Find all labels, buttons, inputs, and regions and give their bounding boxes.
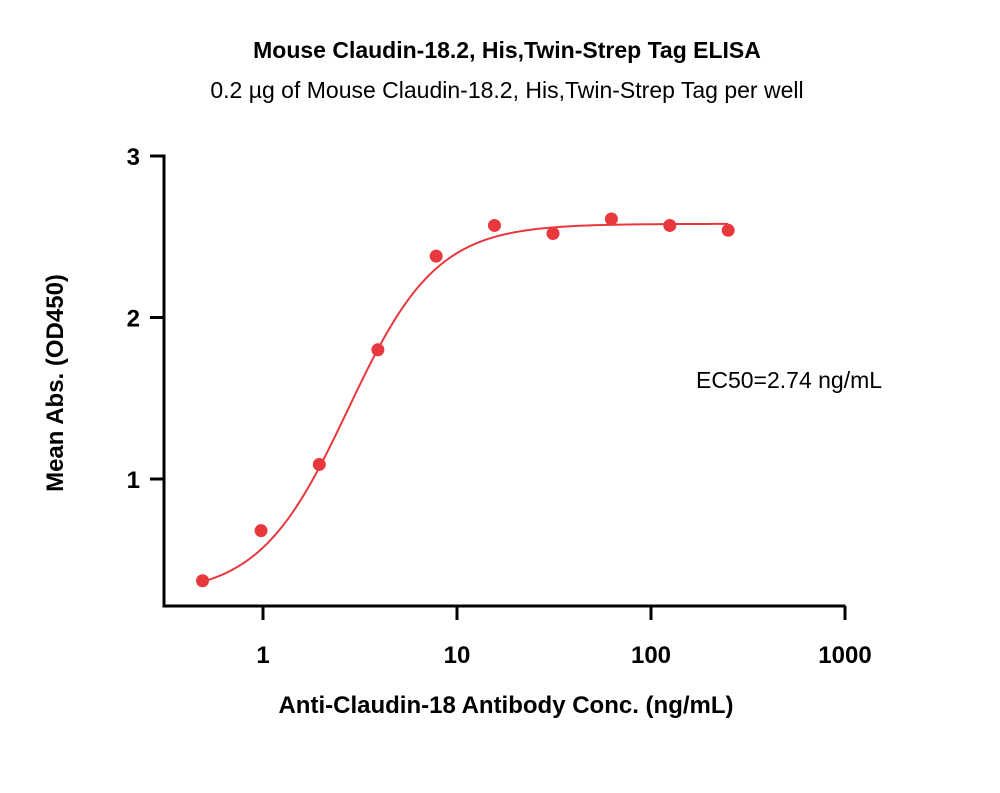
data-point: [254, 524, 268, 538]
data-point: [663, 218, 677, 232]
x-tick-label: 1: [256, 642, 269, 669]
data-point: [429, 249, 443, 263]
data-point: [721, 223, 735, 237]
x-tick-label: 100: [631, 642, 671, 669]
axes: 1 10 100 1000 1 2 3: [127, 144, 872, 669]
data-point: [196, 574, 210, 588]
y-axis-label: Mean Abs. (OD450): [42, 274, 69, 492]
x-tick-label: 10: [444, 642, 471, 669]
data-point: [312, 457, 326, 471]
chart-title: Mouse Claudin-18.2, His,Twin-Strep Tag E…: [253, 37, 761, 63]
y-axis-ticks: 1 2 3: [127, 144, 164, 494]
ec50-annotation: EC50=2.74 ng/mL: [696, 367, 882, 393]
x-axis-ticks: 1 10 100 1000: [256, 606, 872, 669]
data-point: [371, 343, 385, 357]
data-point: [546, 227, 560, 241]
x-tick-label: 1000: [818, 642, 871, 669]
data-point: [604, 212, 618, 226]
fit-curve: [202, 222, 729, 583]
data-point: [487, 218, 501, 232]
x-axis-label: Anti-Claudin-18 Antibody Conc. (ng/mL): [278, 692, 733, 719]
data-points: [196, 212, 735, 588]
y-tick-label: 2: [127, 306, 140, 333]
chart-subtitle: 0.2 µg of Mouse Claudin-18.2, His,Twin-S…: [210, 77, 803, 103]
y-tick-label: 1: [127, 467, 140, 494]
y-tick-label: 3: [127, 144, 140, 171]
